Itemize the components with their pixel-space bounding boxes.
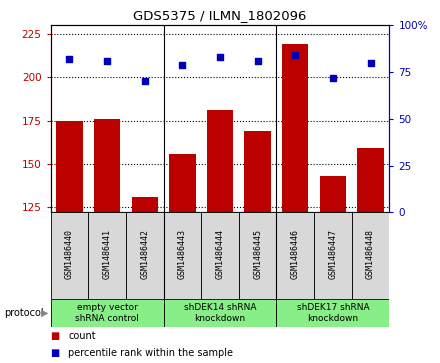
Bar (320, 176, 346, 363)
Text: ▶: ▶ (41, 308, 48, 318)
Text: GDS5375 / ILMN_1802096: GDS5375 / ILMN_1802096 (133, 9, 307, 22)
Bar (169, 154, 195, 363)
FancyBboxPatch shape (276, 212, 314, 299)
Text: shDEK14 shRNA
knockdown: shDEK14 shRNA knockdown (184, 303, 256, 323)
Point (216, 54, 224, 60)
Text: GSM1486448: GSM1486448 (366, 229, 375, 279)
Point (292, 52, 299, 58)
Text: shDEK17 shRNA
knockdown: shDEK17 shRNA knockdown (297, 303, 369, 323)
Text: GSM1486442: GSM1486442 (140, 229, 149, 279)
FancyBboxPatch shape (51, 212, 88, 299)
Text: count: count (68, 331, 96, 341)
Point (330, 75, 337, 81)
Bar (207, 110, 233, 363)
Text: ■: ■ (51, 331, 60, 341)
Bar (56, 121, 83, 363)
FancyBboxPatch shape (164, 299, 276, 327)
FancyBboxPatch shape (201, 212, 239, 299)
Point (254, 58, 261, 64)
Text: ■: ■ (51, 348, 60, 358)
Text: empty vector
shRNA control: empty vector shRNA control (75, 303, 139, 323)
Point (66, 56, 73, 62)
Bar (245, 131, 271, 363)
Text: GSM1486444: GSM1486444 (216, 229, 224, 279)
Point (367, 60, 374, 66)
Text: protocol: protocol (4, 308, 44, 318)
Text: GSM1486446: GSM1486446 (291, 229, 300, 279)
Text: percentile rank within the sample: percentile rank within the sample (68, 348, 233, 358)
FancyBboxPatch shape (276, 299, 389, 327)
Bar (94, 119, 120, 363)
Text: GSM1486445: GSM1486445 (253, 229, 262, 279)
Text: GSM1486447: GSM1486447 (328, 229, 337, 279)
Point (179, 62, 186, 68)
Point (103, 58, 110, 64)
FancyBboxPatch shape (88, 212, 126, 299)
Bar (282, 44, 308, 363)
FancyBboxPatch shape (51, 299, 164, 327)
Bar (357, 148, 384, 363)
FancyBboxPatch shape (314, 212, 352, 299)
FancyBboxPatch shape (126, 212, 164, 299)
Text: GSM1486443: GSM1486443 (178, 229, 187, 279)
Bar (132, 197, 158, 363)
FancyBboxPatch shape (352, 212, 389, 299)
Text: GSM1486440: GSM1486440 (65, 229, 74, 279)
Text: GSM1486441: GSM1486441 (103, 229, 112, 279)
FancyBboxPatch shape (239, 212, 276, 299)
Point (141, 78, 148, 84)
FancyBboxPatch shape (164, 212, 201, 299)
